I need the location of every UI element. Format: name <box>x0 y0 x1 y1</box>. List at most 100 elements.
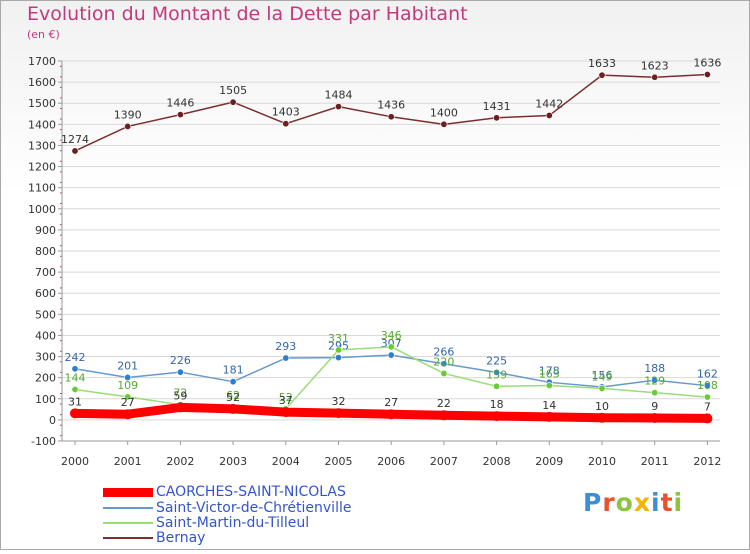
data-label: 1636 <box>693 57 721 70</box>
data-label: 1403 <box>272 106 300 119</box>
data-label: 242 <box>65 351 86 364</box>
logo-letter: i <box>673 488 684 517</box>
data-label: 1505 <box>219 84 247 97</box>
data-point <box>438 410 449 421</box>
data-label: 1390 <box>114 108 142 121</box>
logo-letter: x <box>633 488 651 517</box>
grid-lines <box>62 60 720 442</box>
data-label: 293 <box>275 340 296 353</box>
data-label: 7 <box>704 400 711 413</box>
legend-swatch <box>103 522 153 524</box>
y-tick-label: -100 <box>31 435 56 448</box>
data-point <box>440 120 448 128</box>
y-tick-label: 400 <box>35 329 56 342</box>
data-label: 178 <box>539 364 560 377</box>
data-label: 109 <box>117 379 138 392</box>
data-label: 14 <box>542 399 556 412</box>
y-tick-label: 900 <box>35 224 56 237</box>
logo-letter: i <box>651 488 661 517</box>
x-tick-label: 2008 <box>483 455 511 468</box>
x-tick-label: 2011 <box>641 455 669 468</box>
x-tick-label: 2012 <box>693 455 721 468</box>
data-label: 162 <box>697 368 718 381</box>
legend-swatch <box>103 507 153 509</box>
x-tick-label: 2005 <box>325 455 353 468</box>
data-point <box>282 120 290 128</box>
data-point <box>124 122 132 130</box>
data-point <box>493 368 501 376</box>
data-point <box>175 402 186 413</box>
data-label: 225 <box>486 354 507 367</box>
data-point <box>545 111 553 119</box>
data-label: 52 <box>279 391 293 404</box>
data-label: 1400 <box>430 106 458 119</box>
data-point <box>228 403 239 414</box>
data-label: 188 <box>644 362 665 375</box>
data-point <box>703 393 711 401</box>
data-label: 9 <box>651 400 658 413</box>
data-point <box>334 354 342 362</box>
data-point <box>387 113 395 121</box>
y-tick-label: 0 <box>49 414 56 427</box>
data-point <box>280 407 291 418</box>
data-label: 163 <box>539 367 560 380</box>
data-label: 144 <box>65 371 86 384</box>
data-label: 52 <box>226 391 240 404</box>
data-label: 27 <box>121 396 135 409</box>
legend-swatch <box>103 537 153 539</box>
data-point <box>334 346 342 354</box>
data-point <box>387 343 395 351</box>
y-tick-label: 1600 <box>28 76 56 89</box>
data-point <box>493 114 501 122</box>
logo-letter: t <box>660 488 674 517</box>
data-point <box>124 393 132 401</box>
y-tick-label: 300 <box>35 351 56 364</box>
data-label: 1633 <box>588 57 616 70</box>
data-label: 72 <box>173 387 187 400</box>
x-tick-label: 2009 <box>535 455 563 468</box>
data-label: 346 <box>381 329 402 342</box>
x-tick-label: 2001 <box>114 455 142 468</box>
axes <box>58 60 720 445</box>
data-label: 1274 <box>61 133 89 146</box>
data-point <box>440 360 448 368</box>
data-label: 10 <box>595 400 609 413</box>
y-tick-label: 1400 <box>28 118 56 131</box>
data-point <box>598 384 606 392</box>
data-label: 31 <box>68 395 82 408</box>
data-point <box>493 382 501 390</box>
data-label: 27 <box>384 396 398 409</box>
data-point <box>124 373 132 381</box>
data-point <box>334 103 342 111</box>
data-point <box>229 98 237 106</box>
proxiti-logo: Proxiti <box>583 488 683 517</box>
y-tick-label: 100 <box>35 393 56 406</box>
data-point <box>545 381 553 389</box>
data-point <box>176 368 184 376</box>
x-tick-label: 2006 <box>377 455 405 468</box>
series-3: 1274 1390 1446 1505 1403 1484 1436 1400 1431 1442… <box>61 57 721 155</box>
data-point <box>229 378 237 386</box>
logo-letter: o <box>615 488 634 517</box>
y-axis-ticks: -100 0 100 200 300 400 500 600 700 800 900 1000 1100… <box>28 55 56 448</box>
x-tick-label: 2004 <box>272 455 300 468</box>
data-label: 1442 <box>535 97 563 110</box>
legend-label: Saint-Martin-du-Tilleul <box>156 515 310 531</box>
chart-unit: (en €) <box>27 28 60 41</box>
data-point <box>651 376 659 384</box>
data-point <box>544 411 555 422</box>
data-label: 226 <box>170 354 191 367</box>
logo-letter: P <box>583 488 603 517</box>
data-label: 18 <box>490 398 504 411</box>
legend-label: CAORCHES-SAINT-NICOLAS <box>156 484 346 500</box>
y-tick-label: 1500 <box>28 97 56 110</box>
legend-swatch <box>103 488 153 497</box>
data-point <box>440 369 448 377</box>
data-label: 156 <box>592 369 613 382</box>
data-label: 108 <box>697 379 718 392</box>
data-label: 159 <box>486 368 507 381</box>
